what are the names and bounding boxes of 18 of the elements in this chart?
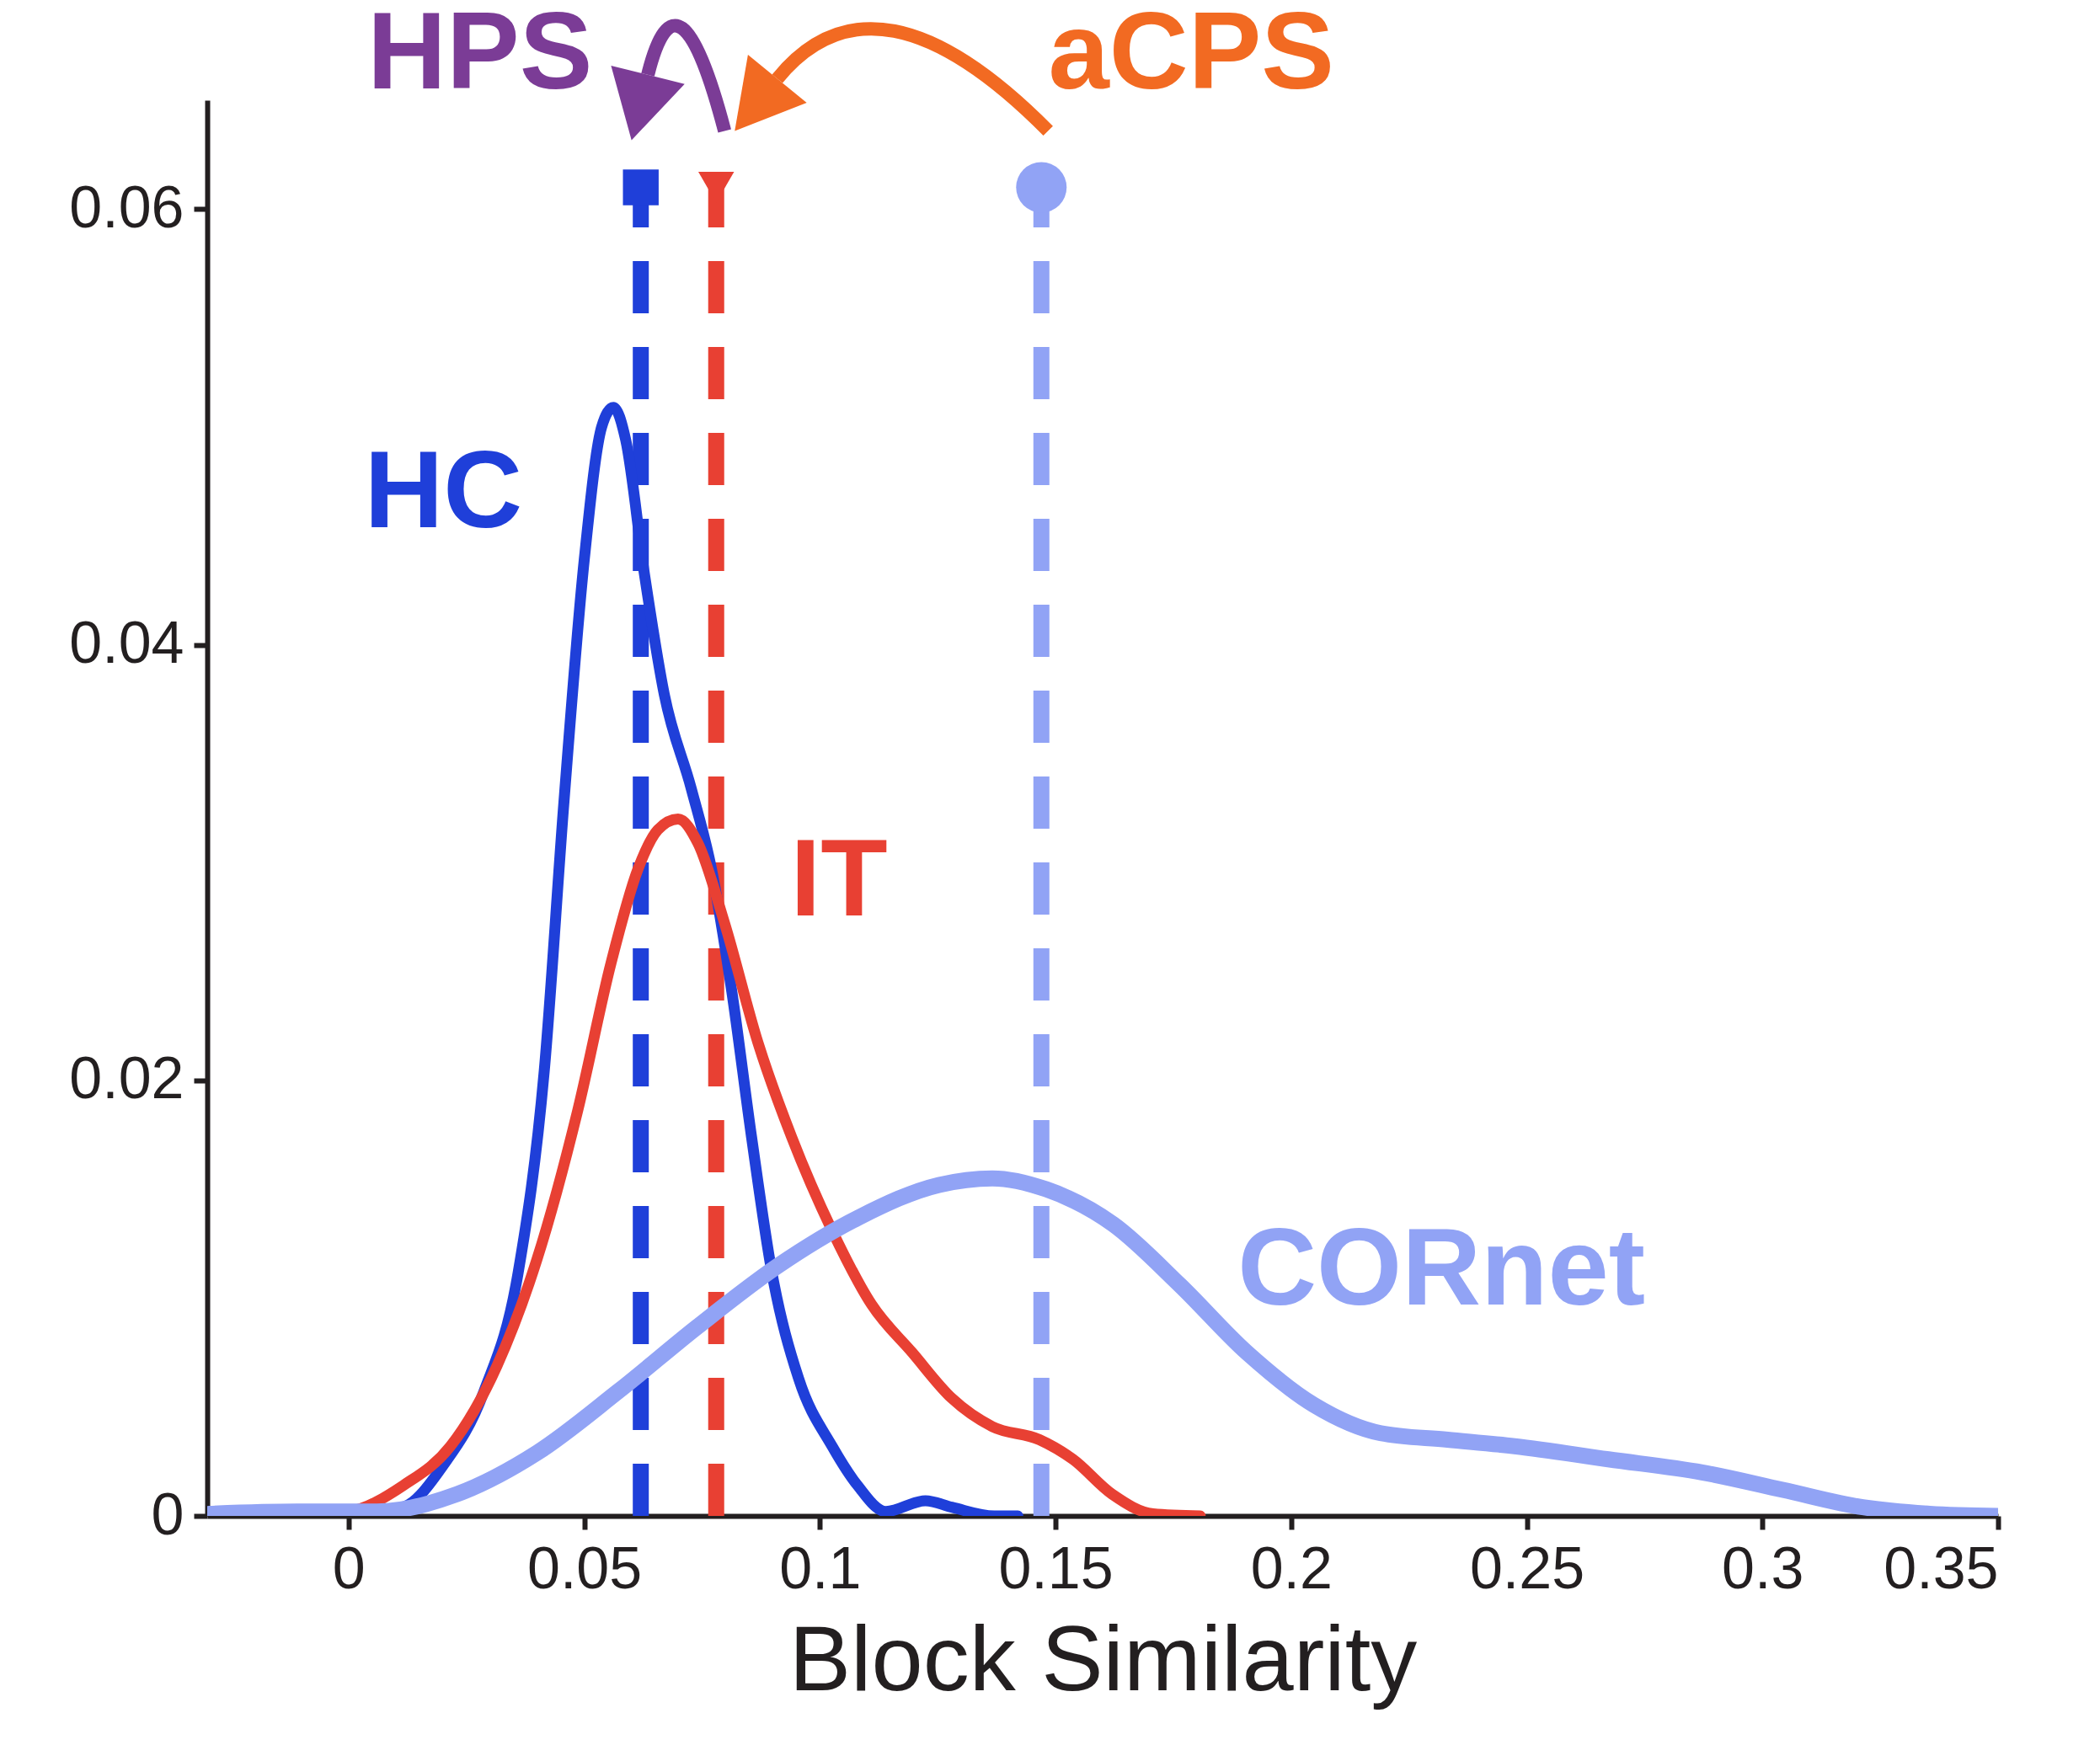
y-tick-label: 0.04: [69, 610, 184, 676]
x-tick-label: 0.3: [1722, 1534, 1804, 1601]
x-tick-label: 0.05: [526, 1534, 643, 1601]
x-tick-label: 0.25: [1469, 1534, 1585, 1601]
x-tick-label: 0.2: [1250, 1534, 1333, 1601]
y-tick-label: 0: [151, 1481, 184, 1547]
x-axis-title: Block Similarity: [788, 1605, 1418, 1710]
y-tick-label: 0.06: [69, 173, 184, 240]
x-tick-label: 0.1: [779, 1534, 862, 1601]
x-tick-label: 0: [332, 1534, 366, 1601]
y-tick-label: 0.02: [69, 1045, 184, 1112]
series-label: CORnet: [1237, 1205, 1646, 1329]
annotation: aCPS: [1048, 0, 1335, 113]
series-label: HC: [364, 427, 523, 551]
x-tick-label: 0.15: [998, 1534, 1114, 1601]
annotation: HPS: [367, 0, 593, 113]
x-tick-label: 0.35: [1884, 1534, 1999, 1601]
series-label: IT: [790, 816, 888, 940]
